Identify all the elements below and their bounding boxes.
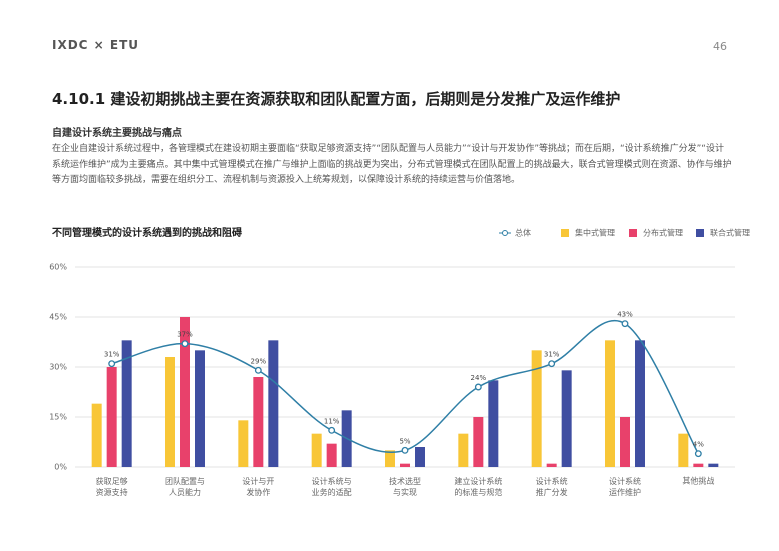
bar (473, 417, 484, 467)
bar (326, 443, 337, 467)
bar (678, 433, 689, 467)
y-tick-label: 60% (49, 263, 67, 272)
line-marker (108, 360, 116, 368)
bar (693, 463, 704, 467)
subtitle: 自建设计系统主要挑战与痛点 (52, 128, 182, 139)
bar (195, 350, 205, 467)
x-tick-label: 技术选型与实现 (389, 476, 421, 497)
x-tick-label: 设计系统与业务的适配 (312, 476, 352, 497)
data-label: 31% (104, 351, 120, 359)
data-label: 5% (399, 437, 410, 445)
bar (268, 340, 279, 467)
line-marker (474, 383, 482, 391)
x-tick-label: 设计系统推广分发 (536, 476, 568, 497)
legend-label: 联合式管理 (710, 228, 750, 238)
chart-title: 不同管理模式的设计系统遇到的挑战和阻碍 (52, 226, 242, 239)
legend-marker (502, 230, 508, 236)
line-marker (254, 366, 262, 374)
line-marker (401, 446, 409, 454)
legend-swatch (561, 229, 569, 237)
bar (121, 340, 132, 467)
line-marker (548, 360, 556, 368)
bar (605, 340, 615, 467)
x-tick-label: 其他挑战 (682, 476, 714, 486)
page-number: 46 (713, 40, 727, 53)
section-title: 4.10.1 建设初期挑战主要在资源获取和团队配置方面，后期则是分发推广及运作维… (52, 90, 621, 108)
data-label: 4% (693, 441, 704, 449)
bar (635, 340, 645, 467)
legend-label: 总体 (515, 228, 531, 238)
bar (400, 463, 410, 467)
data-label: 29% (251, 357, 267, 365)
data-label: 31% (544, 351, 560, 359)
legend-swatch (629, 229, 637, 237)
bar (415, 447, 425, 467)
legend-label: 分布式管理 (643, 228, 683, 238)
x-tick-label: 建立设计系统的标准与规范 (454, 476, 502, 497)
bar (546, 463, 557, 467)
bar (385, 450, 395, 467)
line-marker (328, 426, 336, 434)
bar (311, 433, 322, 467)
data-label: 11% (324, 417, 340, 425)
bar (708, 463, 719, 467)
x-tick-label: 获取足够资源支持 (96, 476, 128, 497)
y-tick-label: 45% (49, 313, 67, 322)
bar (488, 380, 499, 467)
paragraph: 在企业自建设计系统过程中，各管理模式在建设初期主要面临“获取足够资源支持”“团队… (52, 144, 732, 185)
bar (106, 367, 117, 467)
legend-label: 集中式管理 (575, 228, 615, 238)
data-label: 43% (617, 311, 633, 319)
bar (91, 403, 102, 467)
y-tick-label: 15% (49, 413, 67, 422)
data-label: 37% (177, 331, 193, 339)
x-tick-label: 设计与开发协作 (242, 476, 274, 497)
bar (238, 420, 249, 467)
bar (458, 433, 469, 467)
x-tick-label: 团队配置与人员能力 (165, 476, 205, 497)
data-label: 24% (471, 374, 487, 382)
bar (253, 377, 264, 467)
y-tick-label: 30% (49, 363, 67, 372)
bar (165, 357, 175, 467)
bar (561, 370, 572, 467)
line-marker (621, 320, 629, 328)
bar (531, 350, 542, 467)
y-tick-label: 0% (54, 463, 67, 472)
legend-swatch (696, 229, 704, 237)
line-marker (181, 340, 189, 348)
brand: IXDC × ETU (52, 38, 140, 52)
bar (180, 317, 190, 467)
bar (620, 417, 630, 467)
x-tick-label: 设计系统运作维护 (609, 476, 641, 497)
line-marker (694, 450, 702, 458)
